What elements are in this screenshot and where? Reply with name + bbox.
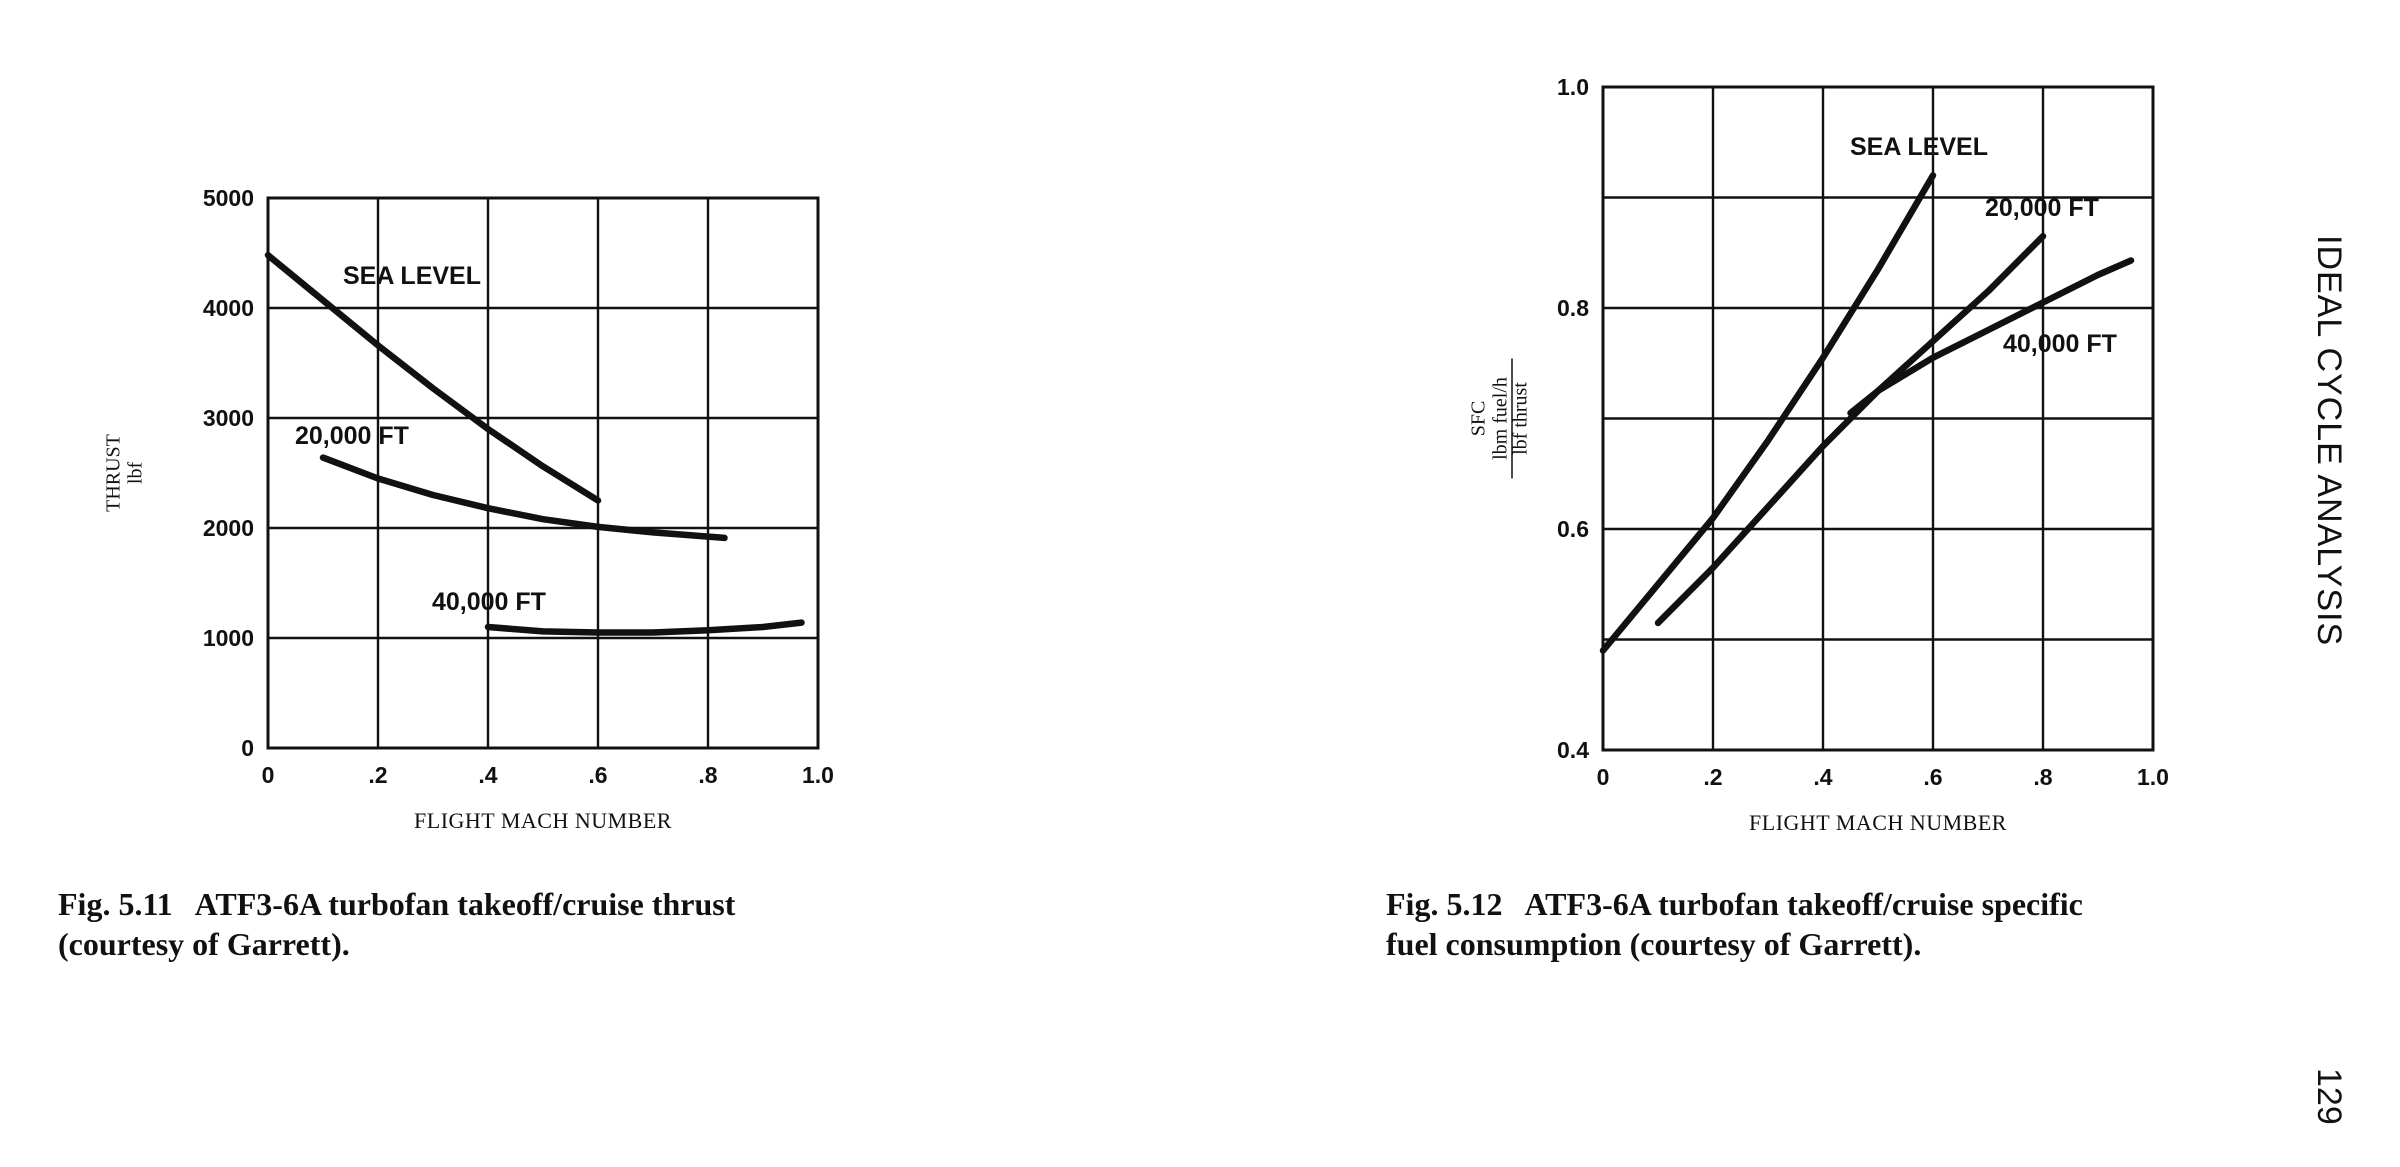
- fig-5-11-x-axis-title: FLIGHT MACH NUMBER: [414, 808, 672, 833]
- fig-5-12-xtick-label: .6: [1923, 764, 1942, 790]
- fig-5-11-series-label-40-000-ft: 40,000 FT: [432, 588, 546, 616]
- fig-5-11-ytick-label: 3000: [203, 405, 254, 431]
- caption-fig-5-12-number: Fig. 5.12: [1386, 886, 1503, 922]
- fig-5-12-series-line-sea-level: [1599, 172, 1937, 654]
- fig-5-11-series-label-20-000-ft: 20,000 FT: [295, 422, 409, 450]
- fig-5-11-y-axis-title-line: lbf: [125, 462, 147, 485]
- fig-5-12-ytick-label: 0.4: [1557, 737, 1589, 763]
- fig-5-11-ytick-label: 4000: [203, 295, 254, 321]
- fig-5-11-series-line-20-000-ft: [319, 454, 728, 542]
- fig-5-11-ytick-label: 5000: [203, 185, 254, 211]
- fig-5-12-series-label-sea-level: SEA LEVEL: [1850, 133, 1988, 161]
- fig-5-12-ytick-label: 1.0: [1557, 74, 1589, 100]
- fig-5-11-xtick-label: 0: [262, 762, 275, 788]
- fig-5-11-series-line-sea-level: [264, 251, 602, 504]
- fig-5-11-xtick-label: .4: [478, 762, 497, 788]
- fig-5-11-series-label-sea-level: SEA LEVEL: [343, 262, 481, 290]
- caption-fig-5-11: Fig. 5.11 ATF3-6A turbofan takeoff/cruise…: [58, 884, 735, 964]
- fig-5-12-xtick-label: 1.0: [2137, 764, 2169, 790]
- fig-5-11-ytick-label: 0: [241, 735, 254, 761]
- fig-5-11-ytick-label: 2000: [203, 515, 254, 541]
- fig-5-12-xtick-label: .4: [1813, 764, 1832, 790]
- fig-5-12-ytick-label: 0.6: [1557, 516, 1589, 542]
- fig-5-12-xtick-label: .8: [2033, 764, 2052, 790]
- running-title: IDEAL CYCLE ANALYSIS: [2310, 235, 2348, 647]
- fig-5-12-ytick-label: 0.8: [1557, 295, 1589, 321]
- fig-5-11-xtick-label: .2: [368, 762, 387, 788]
- fig-5-12-series-line-40-000-ft: [1847, 257, 2135, 417]
- fig-5-12-xtick-label: 0: [1597, 764, 1610, 790]
- fig-5-11-series-line-40-000-ft: [484, 619, 805, 636]
- fig-5-11-xtick-label: 1.0: [802, 762, 834, 788]
- fig-5-11-y-axis-title-line: THRUST: [103, 434, 125, 512]
- caption-fig-5-11-number: Fig. 5.11: [58, 886, 173, 922]
- fig-5-12-y-axis-title-line: lbf thrust: [1510, 382, 1532, 455]
- fig-5-11-ytick-label: 1000: [203, 625, 254, 651]
- caption-fig-5-11-line2: (courtesy of Garrett).: [58, 926, 350, 962]
- fig-5-11-xtick-label: .6: [588, 762, 607, 788]
- fig-5-12-series-line-20-000-ft: [1654, 232, 2047, 627]
- caption-fig-5-11-line1: ATF3-6A turbofan takeoff/cruise thrust: [194, 886, 736, 922]
- fig-5-12-series-label-20-000-ft: 20,000 FT: [1985, 194, 2099, 222]
- page-number: 129: [2310, 1068, 2348, 1125]
- fig-5-12-series-label-40-000-ft: 40,000 FT: [2003, 330, 2117, 358]
- caption-fig-5-12-line2: fuel consumption (courtesy of Garrett).: [1386, 926, 1922, 962]
- fig-5-12-x-axis-title: FLIGHT MACH NUMBER: [1749, 810, 2007, 835]
- fig-5-12-xtick-label: .2: [1703, 764, 1722, 790]
- fig-5-12-y-axis-title-line: lbm fuel/h: [1490, 377, 1512, 460]
- caption-fig-5-12: Fig. 5.12 ATF3-6A turbofan takeoff/cruise…: [1386, 884, 2083, 964]
- caption-fig-5-12-line1: ATF3-6A turbofan takeoff/cruise specific: [1524, 886, 2083, 922]
- fig-5-12-y-axis-title-line: SFC: [1468, 401, 1490, 437]
- fig-5-11-xtick-label: .8: [698, 762, 717, 788]
- fig-5-12-plot-frame: [1601, 85, 2155, 752]
- fig-5-11-plot-frame: [266, 196, 820, 750]
